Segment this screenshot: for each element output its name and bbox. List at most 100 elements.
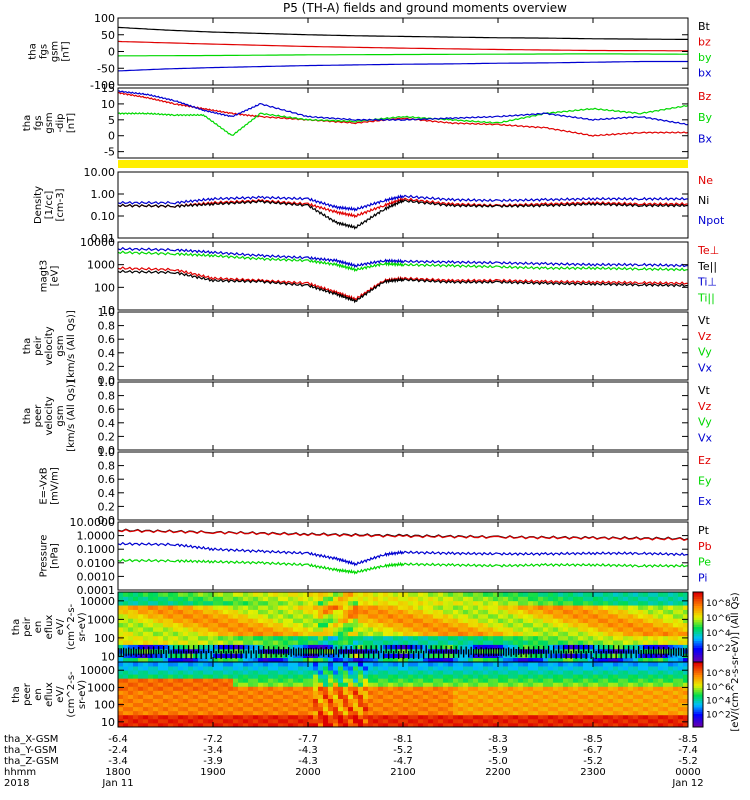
spectrogram-cell [483,690,489,695]
spectrogram-cell [528,722,534,728]
spectrogram-cell [143,718,149,724]
spectrogram-cell [458,722,464,728]
spectrogram-cell [128,694,134,699]
spectrogram-cell [353,682,359,687]
spectrogram-cell [413,618,419,624]
spectrogram-cell [673,600,679,606]
spectrogram-cell [308,644,314,650]
spectrogram-cell [598,640,604,645]
spectrogram-cell [208,613,214,619]
spectrogram-cell [288,698,294,704]
spectrogram-cell [668,690,674,695]
spectrogram-cell [513,627,519,632]
spectrogram-cell [138,682,144,687]
spectrogram-cell [518,686,524,691]
spectrogram-cell [513,631,519,637]
spectrogram-cell [283,635,289,641]
spectrogram-cell [313,698,319,704]
spectrogram-cell [328,698,334,704]
spectrogram-cell [243,613,249,619]
spectrogram-cell [658,686,664,691]
spectrogram-cell [133,666,139,671]
spectrogram-cell [598,592,604,597]
spectrogram-cell [458,613,464,619]
spectrogram-cell [443,702,449,708]
spectrogram-cell [443,722,449,728]
spectrogram-cell [143,640,149,645]
spectrogram-noise [148,646,150,655]
x-axis-value: -5.2 [678,756,698,767]
spectrogram-cell [233,710,239,716]
colorbar-cell [693,679,703,682]
spectrogram-cell [523,702,529,708]
spectrogram-noise [278,646,280,655]
spectrogram-cell [338,674,344,679]
spectrogram-cell [548,662,554,667]
spectrogram-cell [518,618,524,624]
y-tick-label: 0.0 [98,444,116,457]
spectrogram-cell [643,722,649,728]
spectrogram-cell [548,666,554,671]
spectrogram-cell [278,718,284,724]
spectrogram-cell [608,627,614,632]
spectrogram-cell [598,605,604,610]
spectrogram-cell [523,674,529,679]
spectrogram-cell [178,682,184,687]
series-line-bz [117,40,688,52]
spectrogram-cell [248,714,254,720]
colorbar-cell [693,627,703,630]
spectrogram-cell [268,666,274,671]
spectrogram-cell [208,666,214,671]
spectrogram-cell [228,618,234,624]
colorbar-cell [693,692,703,695]
spectrogram-cell [518,631,524,637]
spectrogram-cell [278,622,284,628]
spectrogram-cell [613,600,619,606]
spectrogram-cell [183,600,189,606]
spectrogram-cell [618,600,624,606]
spectrogram-noise [488,648,490,657]
spectrogram-cell [568,631,574,637]
spectrogram-cell [443,635,449,641]
spectrogram-cell [118,618,124,624]
spectrogram-cell [298,698,304,704]
spectrogram-cell [678,670,684,675]
spectrogram-cell [558,627,564,632]
spectrogram-cell [523,662,529,667]
spectrogram-cell [663,635,669,641]
spectrogram-cell [668,670,674,675]
spectrogram-cell [153,666,159,671]
spectrogram-cell [513,635,519,641]
spectrogram-cell [483,682,489,687]
spectrogram-noise [413,650,415,659]
spectrogram-cell [578,609,584,615]
spectrogram-noise [385,645,387,654]
spectrogram-cell [518,605,524,610]
spectrogram-cell [403,698,409,704]
spectrogram-cell [498,666,504,671]
spectrogram-cell [178,600,184,606]
spectrogram-cell [413,694,419,699]
spectrogram-cell [413,682,419,687]
spectrogram-cell [548,622,554,628]
spectrogram-noise [283,646,285,655]
spectrogram-cell [343,718,349,724]
spectrogram-cell [183,690,189,695]
spectrogram-cell [468,666,474,671]
spectrogram-cell [258,644,264,650]
spectrogram-cell [643,674,649,679]
spectrogram-cell [183,674,189,679]
spectrogram-cell [308,686,314,691]
spectrogram-cell [303,596,309,602]
spectrogram-cell [488,592,494,597]
spectrogram-cell [558,670,564,675]
spectrogram-cell [448,718,454,724]
y-tick-label: 100 [94,281,115,294]
spectrogram-cell [563,592,569,597]
spectrogram-cell [658,657,664,663]
spectrogram-cell [263,600,269,606]
spectrogram-cell [653,686,659,691]
spectrogram-cell [533,622,539,628]
spectrogram-cell [478,609,484,615]
spectrogram-cell [268,678,274,683]
